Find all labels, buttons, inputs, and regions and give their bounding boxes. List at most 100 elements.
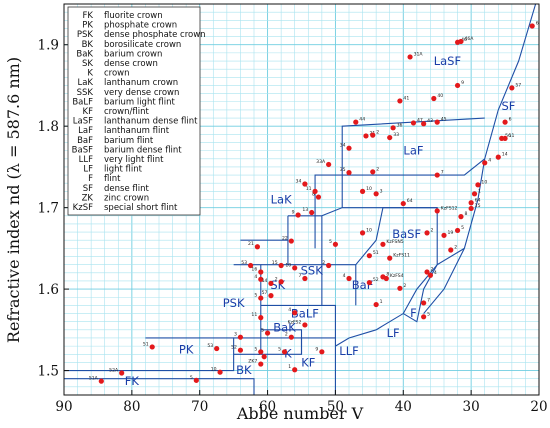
glass-point (326, 161, 332, 168)
glass-label: 51A (89, 376, 99, 382)
glass-label: 44 (359, 117, 365, 123)
legend-name: dense flint (104, 184, 149, 194)
legend-name: lanthanum dense flint (104, 117, 198, 127)
glass-label: 10 (211, 367, 217, 373)
glass-label: 14 (262, 278, 268, 284)
glass-point (366, 279, 372, 286)
glass-point (366, 253, 372, 259)
glass-point (292, 310, 298, 316)
glass-label: 52 (231, 345, 237, 351)
glass-label: 7 (441, 170, 444, 176)
glass-point (397, 98, 403, 104)
legend-name: barium dense flint (104, 145, 182, 155)
glass-label: 43 (427, 118, 433, 124)
glass-label: 13 (302, 207, 308, 213)
glass-label: 34 (296, 179, 302, 185)
glass-label: 31A (414, 51, 424, 57)
legend-name: borosilicate crown (104, 40, 181, 50)
glass-point (421, 314, 427, 320)
glass-label: 2 (376, 130, 379, 136)
x-tick-label: 90 (55, 399, 72, 415)
glass-label: 5 (190, 375, 193, 381)
glass-point (410, 120, 417, 126)
glass-point (434, 208, 440, 214)
region-label: BaK (273, 320, 296, 334)
glass-point (346, 275, 352, 282)
glass-label: 51 (373, 250, 379, 256)
glass-point (431, 95, 437, 102)
glass-label: 4 (488, 157, 491, 163)
glass-point (359, 230, 366, 236)
glass-point (312, 188, 318, 194)
region-boundary (64, 378, 255, 395)
glass-label: 1 (288, 364, 291, 370)
legend-code: PSK (77, 30, 94, 40)
glass-label: 66 (536, 20, 542, 26)
glass-label: 3 (234, 332, 237, 338)
glass-label: 52 (373, 277, 379, 283)
glass-label: 46A (464, 36, 474, 42)
glass-point (302, 275, 308, 282)
glass-point (295, 212, 301, 218)
glass-point (292, 367, 298, 373)
glass-label: 5 (427, 311, 430, 317)
glass-label: 11 (306, 186, 312, 192)
glass-label: 3 (380, 188, 383, 194)
glass-label: KzFS2 (288, 319, 302, 325)
region-label: PSK (223, 296, 245, 310)
glass-label: 2 (454, 245, 457, 251)
glass-label: 45 (441, 117, 447, 123)
glass-label: 16 (251, 266, 257, 272)
glass-label: 57 (515, 82, 521, 88)
glass-label: 53 (207, 343, 213, 349)
glass-point (254, 244, 260, 250)
legend-code: F (88, 174, 93, 184)
x-tick-label: 80 (123, 399, 140, 415)
legend-code: K (87, 69, 93, 79)
legend-name: dense crown (104, 59, 158, 69)
glass-point (332, 241, 339, 247)
y-tick-label: 1.5 (38, 364, 59, 380)
glass-point (288, 334, 294, 340)
glass-point (502, 119, 508, 125)
legend-name: zinc crown (104, 193, 149, 203)
legend-code: LF (83, 165, 93, 175)
glass-label: 36 (397, 122, 403, 128)
glass-point (407, 54, 413, 60)
region-boundary (314, 174, 438, 249)
glass-label: 7 (298, 273, 301, 279)
glass-point (468, 205, 474, 212)
glass-point (346, 170, 352, 176)
glass-label: 9 (315, 346, 318, 352)
glass-point (302, 181, 308, 187)
glass-label: 46 (461, 37, 467, 43)
glass-point (427, 272, 434, 278)
glass-point (261, 354, 267, 360)
glass-label: 9 (461, 80, 464, 86)
legend-name: crown (104, 69, 130, 79)
glass-label: KzFS11 (393, 253, 410, 259)
glass-point (475, 182, 481, 188)
glass-label: 5 (461, 225, 464, 231)
legend-code: BK (82, 40, 94, 50)
glass-label: 2 (322, 260, 325, 266)
x-tick-label: 50 (327, 399, 344, 415)
legend-name: very dense crown (104, 88, 179, 98)
legend-code: ZK (82, 193, 94, 203)
glass-point (278, 279, 284, 285)
glass-label: KzFS4 (390, 273, 404, 279)
region-label: PK (179, 342, 194, 356)
glass-point (214, 345, 220, 352)
region-boundary (403, 247, 465, 323)
glass-point (258, 361, 264, 367)
glass-point (278, 262, 284, 269)
legend-code: LLF (79, 155, 93, 165)
glass-point (193, 377, 199, 383)
legend-code: PK (82, 21, 93, 31)
glass-region-labels: FKPKBKPSKSKBaKKKFBaLFLLFLFFSSKBaFBaSFLaK… (125, 54, 516, 388)
legend-name: special short flint (104, 203, 178, 213)
glass-label: 1 (478, 188, 481, 194)
